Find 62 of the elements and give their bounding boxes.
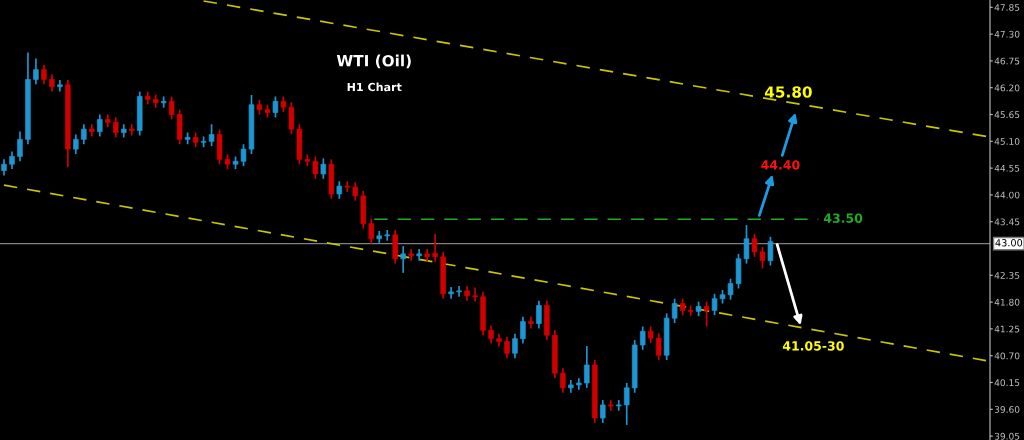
candlestick — [536, 299, 542, 330]
y-tick-label: 40.70 — [994, 352, 1020, 360]
candlestick — [73, 133, 79, 155]
candlestick — [57, 79, 63, 93]
annotation: 45.80 — [764, 86, 812, 98]
y-tick-label: 46.20 — [994, 84, 1020, 92]
y-tick-label: 41.25 — [994, 325, 1020, 333]
candlestick — [160, 95, 167, 109]
y-tick-label: 45.10 — [994, 138, 1020, 145]
y-tick-label: 44.00 — [994, 191, 1020, 199]
candlestick — [767, 235, 774, 267]
candlestick — [368, 217, 374, 245]
candlestick — [392, 229, 398, 265]
annotation: 44.40 — [761, 160, 800, 170]
annotation: 41.05-30 — [782, 341, 844, 351]
y-tick-label: 47.85 — [994, 4, 1020, 11]
candlestick — [33, 57, 39, 86]
candlestick — [384, 229, 390, 242]
ref-line-label: 43.00 — [995, 239, 1023, 247]
candlestick — [520, 315, 526, 345]
candlestick — [560, 367, 566, 394]
candlestick — [97, 113, 103, 138]
y-tick-label: 42.35 — [994, 272, 1020, 279]
candlestick — [639, 325, 646, 351]
candlestick — [288, 101, 295, 135]
candlestick — [41, 63, 47, 86]
candlestick — [81, 123, 87, 146]
y-tick-label: 44.55 — [994, 164, 1020, 172]
candlestick — [416, 248, 422, 262]
candlestick — [512, 332, 518, 359]
y-tick-label: 39.60 — [994, 406, 1020, 413]
candlestick — [600, 399, 606, 424]
candlestick — [17, 130, 23, 163]
candlestick — [504, 335, 510, 359]
candlestick — [113, 116, 119, 139]
candlestick — [671, 297, 678, 324]
candlestick — [400, 245, 406, 274]
candlestick — [408, 248, 414, 262]
y-tick-label: 45.65 — [994, 111, 1020, 119]
candlestick — [208, 123, 215, 148]
y-tick-label: 43.45 — [994, 218, 1020, 226]
candlestick — [168, 95, 175, 121]
y-tick-label: 40.15 — [994, 379, 1020, 387]
candlestick — [703, 300, 710, 328]
text: H1 Chart — [347, 82, 402, 92]
candlestick — [488, 324, 494, 345]
candlestick — [448, 286, 454, 300]
candlestick — [584, 345, 590, 389]
candlestick — [432, 233, 438, 263]
candlestick — [472, 286, 478, 303]
y-tick-label: 47.30 — [994, 30, 1020, 38]
y-tick-label: 41.80 — [994, 298, 1020, 306]
candlestick — [655, 332, 662, 361]
candlestick — [320, 157, 327, 180]
candlestick — [623, 382, 630, 426]
y-tick-label: 39.05 — [994, 432, 1020, 440]
ref-line-label: 43.50 — [823, 213, 863, 223]
candlestick — [312, 155, 319, 180]
y-tick-label: 46.75 — [994, 57, 1020, 65]
candlestick — [352, 181, 359, 202]
candlestick — [272, 95, 279, 119]
text: WTI (Oil) — [336, 54, 411, 69]
